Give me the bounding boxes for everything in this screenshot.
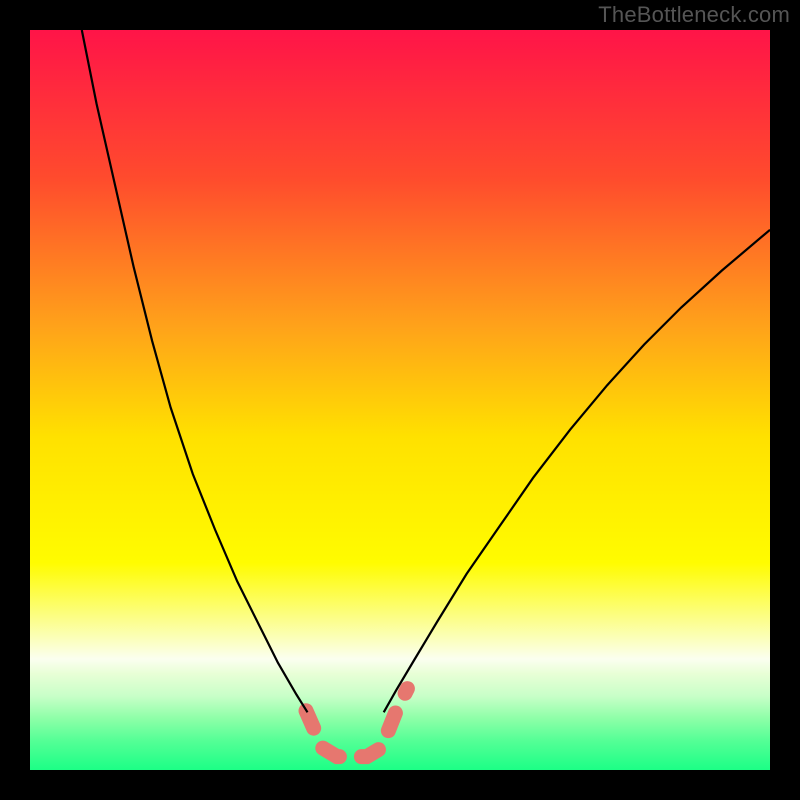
watermark-text: TheBottleneck.com [598,2,790,28]
chart-plot-area [30,30,770,770]
gradient-background [30,30,770,770]
bottleneck-curve-chart [30,30,770,770]
